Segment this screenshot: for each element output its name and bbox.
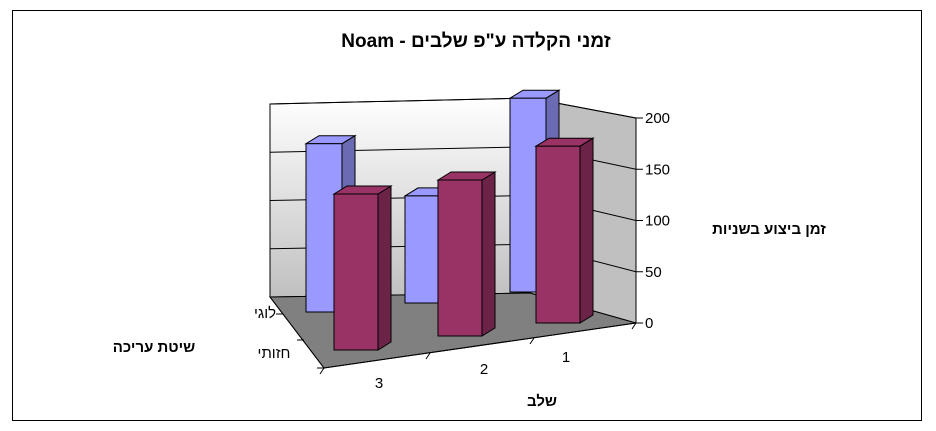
series-label: לוגי	[254, 305, 276, 322]
x-tick-label: 2	[480, 361, 488, 378]
x-tick-label: 3	[375, 375, 383, 392]
x-tick-mark	[319, 367, 325, 375]
bar	[333, 193, 379, 351]
bar	[535, 145, 581, 324]
bar-side	[377, 185, 392, 351]
y-axis-title: זמן ביצוע בשניות	[712, 221, 826, 238]
y-tick-label: 100	[645, 213, 670, 230]
x-axis-title: שלב	[527, 393, 557, 410]
gridline-back	[269, 97, 531, 105]
x-tick-mark	[529, 337, 535, 345]
series-label: חזותי	[258, 345, 291, 362]
y-tick-label: 0	[645, 315, 653, 332]
y-tick-label: 200	[645, 110, 670, 127]
series-axis-line	[269, 296, 325, 369]
x-tick-mark	[631, 322, 637, 330]
x-tick-label: 1	[562, 349, 570, 366]
chart-title: זמני הקלדה ע"פ שלבים - Noam	[341, 31, 610, 52]
bar-side	[481, 171, 496, 337]
bar	[437, 179, 483, 337]
bar-side	[579, 137, 594, 324]
bar	[404, 195, 442, 304]
x-axis-line	[323, 322, 637, 369]
series-axis-title: שיטת עריכה	[113, 339, 195, 356]
x-tick-mark	[425, 352, 431, 360]
y-tick-label: 50	[645, 264, 662, 281]
y-tick-label: 150	[645, 161, 670, 178]
